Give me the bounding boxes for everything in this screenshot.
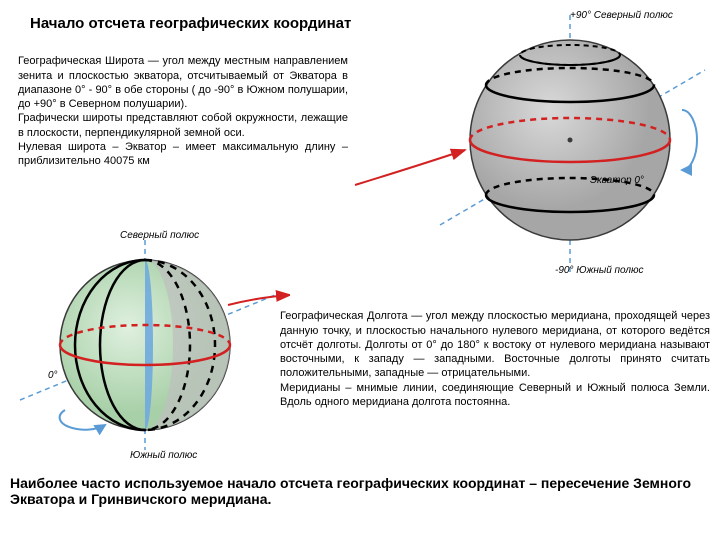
south-pole-label: -90° Южный полюс bbox=[555, 265, 644, 276]
longitude-sphere-diagram bbox=[10, 235, 290, 485]
south-pole-left-label: Южный полюс bbox=[130, 450, 197, 461]
north-pole-label: +90° Северный полюс bbox=[570, 10, 673, 21]
equator-label: Экватор 0° bbox=[590, 175, 644, 186]
zero-meridian-label: 0° bbox=[48, 370, 58, 381]
longitude-description: Географическая Долгота — угол между плос… bbox=[280, 295, 710, 409]
bottom-summary: Наиболее часто используемое начало отсче… bbox=[10, 475, 720, 507]
north-pole-left-label: Северный полюс bbox=[120, 230, 199, 241]
